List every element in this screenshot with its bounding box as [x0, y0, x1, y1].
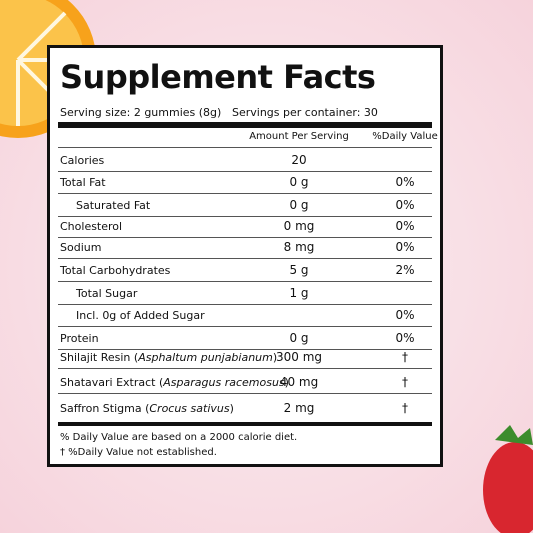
daily-value: 0%	[395, 240, 415, 254]
supplement-panel: Supplement Facts Serving size: 2 gummies…	[47, 45, 443, 467]
daily-value: †	[402, 375, 408, 389]
nutrient-name: Calories	[60, 154, 105, 167]
nutrient-name: Sodium	[60, 241, 102, 254]
row-rule	[58, 326, 432, 327]
row-rule	[58, 304, 432, 305]
row-rule	[58, 216, 432, 217]
strawberry-leaves	[495, 425, 533, 445]
amount-header: Amount Per Serving	[249, 131, 349, 142]
amount: 2 mg	[283, 401, 315, 415]
row-name: Calories	[60, 154, 104, 167]
row-rule	[58, 393, 432, 394]
nutrient-name: Total Fat	[60, 176, 106, 189]
row-rule	[58, 171, 432, 172]
nutrient-name: Shilajit Resin (	[60, 351, 139, 364]
amount: 40 mg	[279, 375, 319, 389]
nutrient-name: Saturated Fat	[76, 199, 151, 212]
daily-value: 2%	[395, 263, 415, 277]
paren: )	[229, 402, 234, 415]
daily-value: 0%	[395, 175, 415, 189]
latin-name: Asphaltum punjabianum	[138, 351, 273, 364]
amount: 8 mg	[283, 240, 315, 254]
thick-bar	[58, 422, 432, 426]
footnote: † %Daily Value not established.	[60, 447, 217, 458]
row-name: Incl. 0g of Added Sugar	[76, 309, 205, 322]
row-name: Saturated Fat	[76, 199, 150, 212]
row-rule	[58, 147, 432, 148]
row-name: Shatavari Extract (Asparagus racemosus)	[60, 376, 289, 389]
amount: 5 g	[289, 263, 309, 277]
serving-size: Serving size: 2 gummies (8g)	[60, 106, 222, 119]
daily-value: 0%	[395, 198, 415, 212]
nutrient-name: Total Carbohydrates	[60, 264, 171, 277]
dv-header: %Daily Value	[372, 131, 438, 142]
amount: 0 g	[289, 331, 309, 345]
nutrient-name: Shatavari Extract (	[60, 376, 164, 389]
amount: 1 g	[289, 286, 309, 300]
row-name: Sodium	[60, 241, 101, 254]
row-name: Total Sugar	[76, 287, 137, 300]
nutrient-name: Saffron Stigma (	[60, 402, 150, 415]
nutrient-name: Cholesterol	[60, 220, 123, 233]
daily-value: †	[402, 401, 408, 415]
daily-value: 0%	[395, 219, 415, 233]
amount: 20	[291, 153, 307, 167]
daily-value: 0%	[395, 331, 415, 345]
nutrient-name: Incl. 0g of Added Sugar	[76, 309, 205, 322]
footnote: % Daily Value are based on a 2000 calori…	[60, 432, 298, 443]
row-rule	[58, 258, 432, 259]
amount: 0 g	[289, 175, 309, 189]
row-rule	[58, 237, 432, 238]
amount: 0 g	[289, 198, 309, 212]
row-rule	[58, 281, 432, 282]
row-rule	[58, 193, 432, 194]
paren: )	[272, 351, 278, 364]
daily-value: 0%	[395, 308, 415, 322]
paren: )	[284, 376, 289, 389]
thick-bar	[58, 122, 432, 128]
latin-name: Asparagus racemosus	[163, 376, 285, 389]
row-name: Total Carbohydrates	[60, 264, 170, 277]
row-name: Cholesterol	[60, 220, 122, 233]
servings-per-container: Servings per container: 30	[232, 106, 378, 119]
nutrient-name: Protein	[60, 332, 99, 345]
daily-value: †	[402, 350, 408, 364]
latin-name: Crocus sativus	[149, 402, 230, 415]
row-name: Total Fat	[60, 176, 106, 189]
strawberry	[483, 442, 533, 533]
row-rule	[58, 349, 432, 350]
row-name: Shilajit Resin (Asphaltum punjabianum)	[60, 351, 277, 364]
amount: 0 mg	[283, 219, 315, 233]
row-rule	[58, 368, 432, 369]
row-name: Saffron Stigma (Crocus sativus)	[60, 402, 234, 415]
nutrient-name: Total Sugar	[76, 287, 138, 300]
title: Supplement Facts	[60, 58, 376, 96]
amount: 300 mg	[275, 350, 323, 364]
row-name: Protein	[60, 332, 99, 345]
